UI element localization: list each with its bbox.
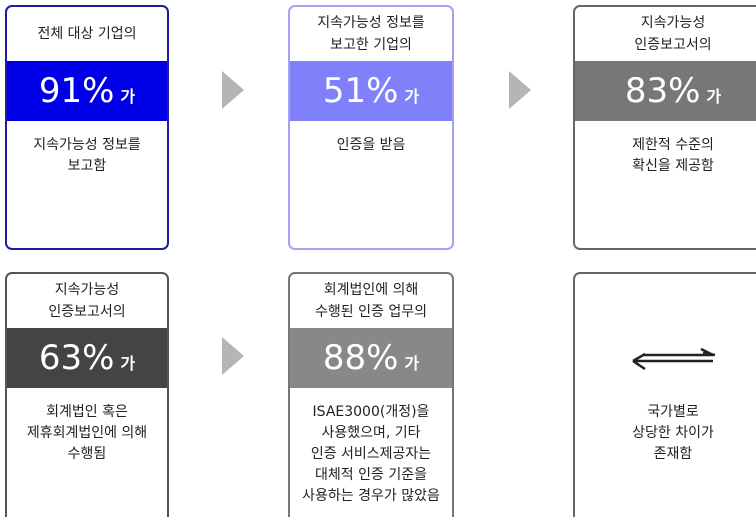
body-line: ISAE3000(개정)을 — [312, 404, 430, 420]
body-line: 사용했으며, 기타 — [321, 425, 421, 441]
header-line: 인증보고서의 — [48, 304, 126, 320]
body-line: 보고함 — [67, 158, 107, 174]
header-line: 지속가능성 — [640, 15, 706, 31]
arrow — [509, 71, 531, 109]
body-line: 사용하는 경우가 많았음 — [302, 488, 440, 504]
value: 51% — [322, 71, 399, 111]
arrow — [222, 71, 244, 109]
value-band: 83% 가 — [575, 61, 756, 121]
body-line: 확신을 제공함 — [632, 158, 714, 174]
header-line: 보고한 기업의 — [330, 37, 412, 53]
header-line: 지속가능성 — [54, 282, 120, 298]
body-line: 국가별로 — [647, 404, 699, 420]
arrow — [222, 337, 244, 375]
body-line: 지속가능성 정보를 — [33, 137, 141, 153]
value: 63% — [38, 338, 115, 378]
value-band: 51% 가 — [290, 61, 452, 121]
double-arrow-icon — [632, 347, 716, 371]
value: 91% — [38, 71, 115, 111]
value: 88% — [322, 338, 399, 378]
body-line: 회계법인 혹은 — [46, 404, 128, 420]
header-line: 지속가능성 정보를 — [317, 15, 425, 31]
header-line: 회계법인에 의해 — [323, 282, 419, 298]
value-band — [575, 328, 756, 388]
value-band: 63% 가 — [7, 328, 167, 388]
header-line: 수행된 인증 업무의 — [315, 304, 427, 320]
value-band: 88% 가 — [290, 328, 452, 388]
card-header — [575, 274, 756, 328]
suffix: 가 — [120, 87, 136, 106]
suffix: 가 — [404, 87, 420, 106]
header-line: 인증보고서의 — [634, 37, 712, 53]
suffix: 가 — [706, 87, 722, 106]
body-line: 제휴회계법인에 의해 — [26, 425, 148, 441]
suffix: 가 — [404, 354, 420, 373]
body-line: 인증을 받음 — [336, 137, 406, 153]
value: 83% — [624, 71, 701, 111]
card-header: 전체 대상 기업의 — [7, 7, 167, 61]
body-line: 제한적 수준의 — [632, 137, 714, 153]
body-line: 인증 서비스제공자는 — [310, 446, 432, 462]
value-band: 91% 가 — [7, 61, 167, 121]
body-line: 수행됨 — [67, 446, 107, 462]
body-line: 존재함 — [653, 446, 693, 462]
header-line: 전체 대상 기업의 — [37, 26, 137, 42]
suffix: 가 — [120, 354, 136, 373]
body-line: 상당한 차이가 — [632, 425, 714, 441]
card-body: 인증을 받음 — [290, 121, 452, 156]
body-line: 대체적 인증 기준을 — [315, 467, 427, 483]
